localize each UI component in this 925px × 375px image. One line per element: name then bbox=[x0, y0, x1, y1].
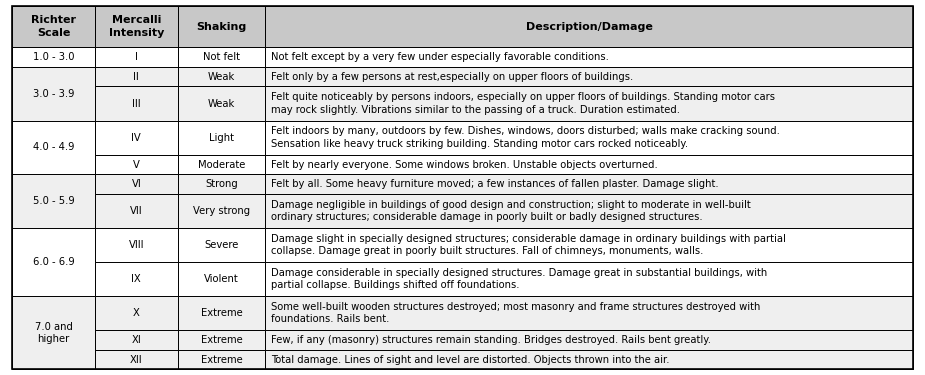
Text: Damage considerable in specially designed structures. Damage great in substantia: Damage considerable in specially designe… bbox=[271, 268, 767, 290]
Bar bbox=[12, 48, 95, 67]
Bar bbox=[265, 155, 913, 174]
Text: VIII: VIII bbox=[129, 240, 144, 250]
Bar bbox=[265, 174, 913, 194]
Text: V: V bbox=[133, 159, 140, 170]
Bar bbox=[265, 350, 913, 369]
Text: Felt quite noticeably by persons indoors, especially on upper floors of building: Felt quite noticeably by persons indoors… bbox=[271, 92, 775, 115]
Bar bbox=[178, 174, 265, 194]
Text: Weak: Weak bbox=[208, 72, 235, 82]
Bar bbox=[178, 48, 265, 67]
Bar bbox=[265, 194, 913, 228]
Bar bbox=[265, 6, 913, 48]
Text: Some well-built wooden structures destroyed; most masonry and frame structures d: Some well-built wooden structures destro… bbox=[271, 302, 760, 324]
Bar bbox=[178, 228, 265, 262]
Text: II: II bbox=[133, 72, 140, 82]
Text: Not felt: Not felt bbox=[203, 52, 240, 62]
Bar bbox=[178, 87, 265, 121]
Text: IX: IX bbox=[131, 274, 142, 284]
Bar bbox=[95, 262, 178, 296]
Text: 5.0 - 5.9: 5.0 - 5.9 bbox=[32, 196, 74, 206]
Text: Weak: Weak bbox=[208, 99, 235, 108]
Bar bbox=[265, 121, 913, 155]
Text: Richter
Scale: Richter Scale bbox=[31, 15, 76, 38]
Bar bbox=[265, 330, 913, 350]
Bar bbox=[12, 6, 95, 48]
Text: 7.0 and
higher: 7.0 and higher bbox=[34, 322, 72, 344]
Bar bbox=[95, 67, 178, 87]
Bar bbox=[95, 228, 178, 262]
Bar bbox=[12, 296, 95, 369]
Text: X: X bbox=[133, 308, 140, 318]
Text: Shaking: Shaking bbox=[196, 21, 247, 32]
Text: Felt only by a few persons at rest,especially on upper floors of buildings.: Felt only by a few persons at rest,espec… bbox=[271, 72, 633, 82]
Bar bbox=[95, 48, 178, 67]
Text: Violent: Violent bbox=[204, 274, 239, 284]
Bar bbox=[265, 296, 913, 330]
Bar bbox=[265, 87, 913, 121]
Text: Extreme: Extreme bbox=[201, 335, 242, 345]
Bar bbox=[178, 350, 265, 369]
Text: 6.0 - 6.9: 6.0 - 6.9 bbox=[32, 257, 74, 267]
Bar bbox=[95, 174, 178, 194]
Text: Severe: Severe bbox=[204, 240, 239, 250]
Bar bbox=[95, 6, 178, 48]
Text: Damage slight in specially designed structures; considerable damage in ordinary : Damage slight in specially designed stru… bbox=[271, 234, 785, 256]
Bar bbox=[12, 67, 95, 121]
Bar bbox=[95, 121, 178, 155]
Text: Very strong: Very strong bbox=[193, 206, 250, 216]
Text: Felt by all. Some heavy furniture moved; a few instances of fallen plaster. Dama: Felt by all. Some heavy furniture moved;… bbox=[271, 179, 719, 189]
Text: Felt indoors by many, outdoors by few. Dishes, windows, doors disturbed; walls m: Felt indoors by many, outdoors by few. D… bbox=[271, 126, 780, 149]
Bar bbox=[178, 330, 265, 350]
Text: Not felt except by a very few under especially favorable conditions.: Not felt except by a very few under espe… bbox=[271, 52, 609, 62]
Bar bbox=[12, 228, 95, 296]
Bar bbox=[178, 67, 265, 87]
Text: XII: XII bbox=[130, 355, 142, 364]
Bar bbox=[12, 121, 95, 174]
Bar bbox=[178, 121, 265, 155]
Text: Few, if any (masonry) structures remain standing. Bridges destroyed. Rails bent : Few, if any (masonry) structures remain … bbox=[271, 335, 710, 345]
Text: Moderate: Moderate bbox=[198, 159, 245, 170]
Text: Description/Damage: Description/Damage bbox=[525, 21, 652, 32]
Bar bbox=[178, 155, 265, 174]
Bar bbox=[265, 262, 913, 296]
Bar bbox=[265, 228, 913, 262]
Bar bbox=[95, 350, 178, 369]
Bar bbox=[95, 155, 178, 174]
Text: IV: IV bbox=[131, 133, 142, 143]
Text: I: I bbox=[135, 52, 138, 62]
Text: VII: VII bbox=[130, 206, 142, 216]
Text: Total damage. Lines of sight and level are distorted. Objects thrown into the ai: Total damage. Lines of sight and level a… bbox=[271, 355, 670, 364]
Text: Strong: Strong bbox=[205, 179, 238, 189]
Text: XI: XI bbox=[131, 335, 142, 345]
Bar bbox=[12, 174, 95, 228]
Bar bbox=[95, 87, 178, 121]
Text: VI: VI bbox=[131, 179, 142, 189]
Bar bbox=[265, 67, 913, 87]
Bar bbox=[95, 296, 178, 330]
Text: Extreme: Extreme bbox=[201, 355, 242, 364]
Bar bbox=[178, 262, 265, 296]
Bar bbox=[95, 330, 178, 350]
Text: Extreme: Extreme bbox=[201, 308, 242, 318]
Bar bbox=[265, 48, 913, 67]
Bar bbox=[95, 194, 178, 228]
Text: Felt by nearly everyone. Some windows broken. Unstable objects overturned.: Felt by nearly everyone. Some windows br… bbox=[271, 159, 658, 170]
Text: Damage negligible in buildings of good design and construction; slight to modera: Damage negligible in buildings of good d… bbox=[271, 200, 750, 222]
Bar bbox=[178, 296, 265, 330]
Text: III: III bbox=[132, 99, 141, 108]
Text: 1.0 - 3.0: 1.0 - 3.0 bbox=[32, 52, 74, 62]
Bar bbox=[178, 6, 265, 48]
Text: 4.0 - 4.9: 4.0 - 4.9 bbox=[32, 142, 74, 153]
Text: 3.0 - 3.9: 3.0 - 3.9 bbox=[32, 89, 74, 99]
Bar bbox=[178, 194, 265, 228]
Text: Mercalli
Intensity: Mercalli Intensity bbox=[108, 15, 164, 38]
Text: Light: Light bbox=[209, 133, 234, 143]
